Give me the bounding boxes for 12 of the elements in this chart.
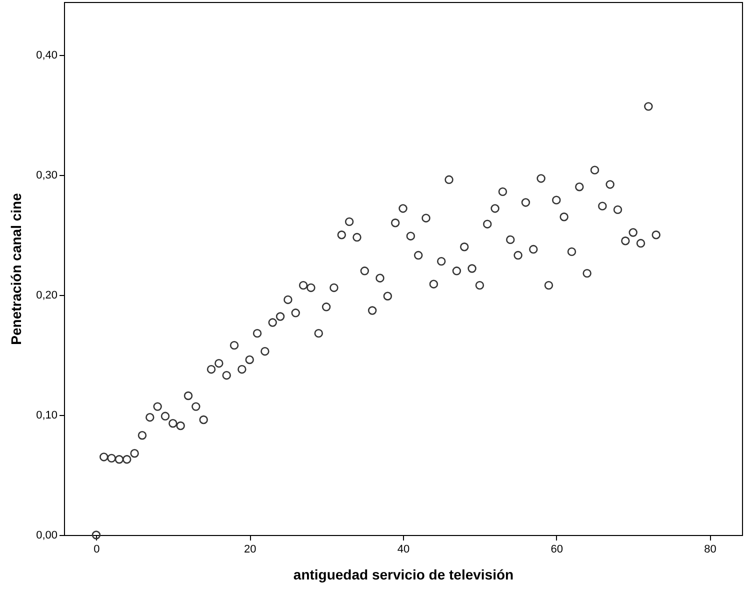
x-tick-label: 20 (244, 544, 256, 556)
y-tick-label: 0,20 (36, 289, 58, 302)
x-tick-label: 0 (94, 544, 100, 556)
y-axis-title: Penetración canal cine (8, 192, 24, 345)
x-tick-label: 60 (550, 544, 564, 556)
y-tick-label: 0,00 (36, 530, 58, 542)
y-tick-label: 0,10 (36, 409, 58, 422)
x-tick-label: 40 (397, 544, 410, 556)
x-tick-label: 80 (704, 544, 716, 556)
x-axis-title: antiguedad servicio de televisión (293, 566, 514, 582)
y-tick-label: 0,30 (36, 169, 58, 182)
y-tick-label: 0,40 (36, 49, 58, 62)
